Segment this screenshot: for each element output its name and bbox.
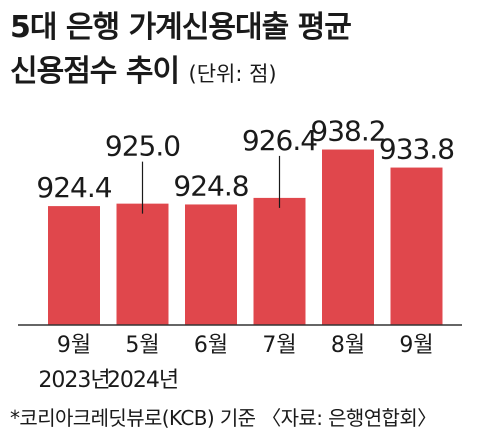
- year-label-1: 2023년: [38, 368, 109, 393]
- bar-3: [185, 204, 237, 325]
- title-line-1: 5대 은행 가계신용대출 평균: [10, 10, 352, 45]
- month-label-3: 6월: [194, 333, 228, 358]
- unit-label: (단위: 점): [188, 62, 277, 86]
- value-label-1: 924.4: [36, 171, 111, 204]
- month-label-6: 9월: [399, 333, 433, 358]
- bar-1: [48, 206, 100, 325]
- month-label-4: 7월: [262, 333, 296, 358]
- year-label-2: 2024년: [107, 368, 178, 393]
- title-line-2-text: 신용점수 추이: [10, 54, 180, 89]
- bar-chart: 924.4 9월 2023년 925.0 5월 2024년 924.8 6월 926.4 7월 93…: [18, 115, 462, 393]
- bar-5: [322, 149, 374, 325]
- bar-2: [116, 203, 169, 325]
- footnote: *코리아크레딧뷰로(KCB) 기준 〈자료: 은행연합회〉: [10, 406, 437, 430]
- value-label-4: 926.4: [242, 124, 317, 157]
- bar-6: [390, 167, 443, 325]
- value-label-2: 925.0: [105, 130, 180, 163]
- chart-title: 5대 은행 가계신용대출 평균 신용점수 추이 (단위: 점): [10, 6, 352, 96]
- month-label-2: 5월: [125, 333, 159, 358]
- month-label-5: 8월: [331, 333, 365, 358]
- value-label-6: 933.8: [379, 133, 454, 166]
- bar-4: [253, 197, 306, 325]
- title-line-2: 신용점수 추이 (단위: 점): [10, 50, 351, 96]
- month-label-1: 9월: [57, 333, 91, 358]
- value-label-3: 924.8: [173, 169, 248, 202]
- value-label-5: 938.2: [310, 115, 385, 148]
